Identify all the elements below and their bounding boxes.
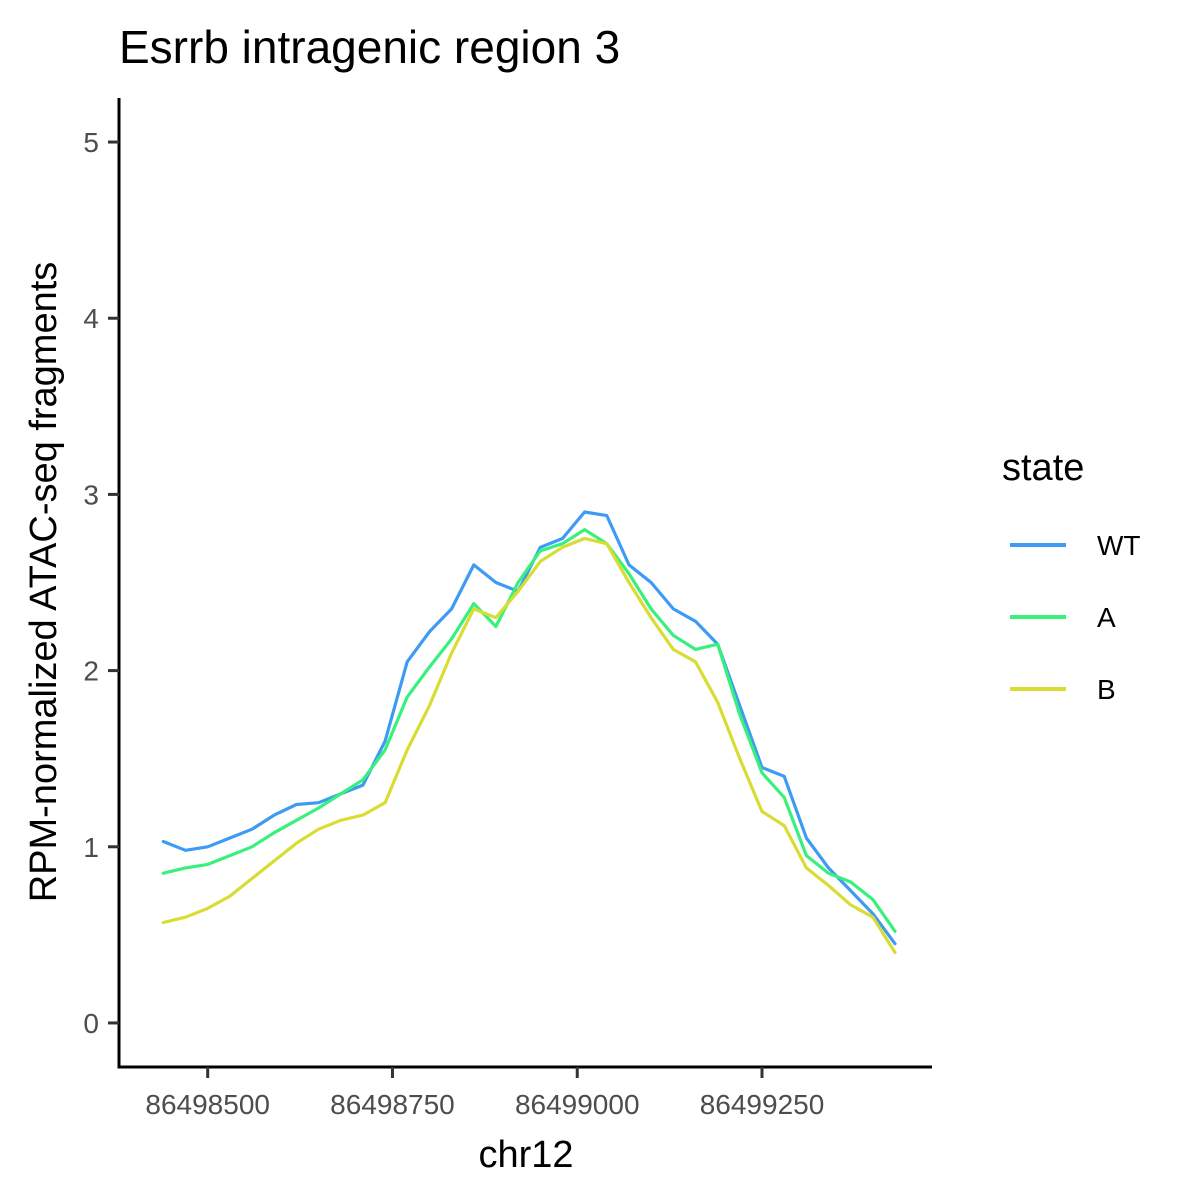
legend-label-wt: WT <box>1097 530 1141 561</box>
y-tick-label: 1 <box>83 832 99 863</box>
legend-label-b: B <box>1097 674 1116 705</box>
y-tick-label: 3 <box>83 479 99 510</box>
x-tick-label: 86499000 <box>515 1089 640 1120</box>
y-axis-title: RPM-normalized ATAC-seq fragments <box>23 262 65 903</box>
series-layer <box>161 510 897 955</box>
legend-items: WT A B <box>1010 530 1141 705</box>
x-tick-label: 86498750 <box>330 1089 455 1120</box>
x-axis-title: chr12 <box>478 1134 573 1176</box>
legend-title: state <box>1002 447 1084 489</box>
x-tick-label: 86498500 <box>145 1089 270 1120</box>
y-tick-label: 2 <box>83 656 99 687</box>
series-line-b <box>161 536 897 955</box>
legend: state WT A B <box>1002 447 1141 705</box>
x-tick-label: 86499250 <box>700 1089 825 1120</box>
x-axis-ticks: 86498500 86498750 86499000 86499250 <box>145 1067 824 1120</box>
y-axis-ticks: 0 1 2 3 4 5 <box>83 127 119 1039</box>
legend-label-a: A <box>1097 602 1116 633</box>
y-tick-label: 5 <box>83 127 99 158</box>
chart-title: Esrrb intragenic region 3 <box>119 21 620 73</box>
y-tick-label: 0 <box>83 1008 99 1039</box>
y-tick-label: 4 <box>83 303 99 334</box>
series-line-a <box>161 528 897 933</box>
